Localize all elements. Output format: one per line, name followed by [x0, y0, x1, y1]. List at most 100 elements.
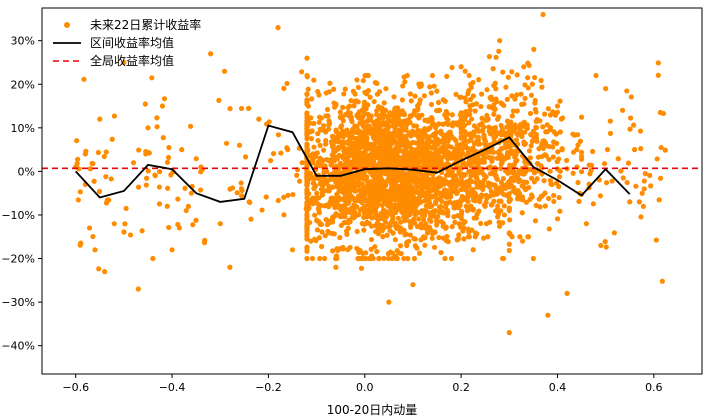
scatter-point	[458, 64, 464, 70]
scatter-point	[294, 172, 300, 178]
scatter-point	[369, 170, 375, 176]
scatter-point	[380, 160, 386, 166]
scatter-point	[364, 220, 370, 226]
scatter-point	[426, 125, 432, 132]
scatter-point	[458, 129, 464, 136]
scatter-point	[491, 134, 497, 141]
scatter-point	[367, 94, 373, 100]
scatter-point	[159, 103, 166, 109]
scatter-point	[337, 178, 343, 184]
scatter-point	[152, 173, 158, 179]
y-tick-label: −30%	[1, 296, 35, 309]
scatter-point	[457, 202, 463, 208]
scatter-point	[378, 145, 384, 151]
scatter-point	[519, 194, 525, 200]
scatter-point	[517, 234, 523, 240]
scatter-point	[508, 182, 514, 188]
scatter-point	[627, 126, 633, 132]
scatter-point	[422, 224, 428, 230]
scatter-point	[121, 59, 127, 66]
scatter-point	[379, 177, 385, 183]
scatter-point	[507, 196, 514, 203]
scatter-point	[428, 90, 434, 96]
scatter-point	[308, 136, 315, 142]
scatter-point	[312, 212, 318, 218]
scatter-point	[304, 130, 310, 137]
scatter-point	[407, 169, 413, 175]
scatter-point	[345, 155, 351, 161]
scatter-point	[547, 168, 553, 174]
scatter-point	[122, 221, 128, 227]
scatter-point	[371, 119, 378, 126]
scatter-point	[363, 106, 369, 112]
scatter-point	[466, 88, 472, 94]
scatter-point	[350, 195, 356, 201]
scatter-point	[91, 178, 97, 184]
scatter-point	[434, 107, 440, 114]
scatter-point	[314, 190, 320, 196]
scatter-point	[363, 135, 369, 141]
scatter-point	[479, 91, 485, 97]
scatter-point	[367, 160, 374, 167]
scatter-point	[525, 60, 531, 66]
scatter-point	[458, 186, 464, 193]
scatter-point	[430, 231, 436, 237]
scatter-point	[424, 189, 430, 195]
scatter-point	[641, 178, 647, 184]
scatter-point	[574, 147, 580, 153]
scatter-point	[525, 234, 531, 240]
scatter-point	[382, 183, 388, 189]
scatter-point	[497, 38, 503, 44]
scatter-point	[326, 204, 332, 210]
scatter-point	[374, 200, 380, 206]
scatter-point	[281, 85, 287, 91]
scatter-point	[373, 111, 380, 118]
scatter-point	[404, 72, 410, 79]
scatter-point	[481, 124, 487, 130]
scatter-point	[331, 86, 337, 92]
scatter-point	[394, 122, 400, 128]
scatter-point	[330, 248, 336, 254]
scatter-point	[304, 125, 310, 131]
scatter-point	[341, 91, 347, 97]
scatter-point	[443, 136, 449, 143]
scatter-point	[411, 255, 418, 262]
scatter-point	[628, 94, 634, 100]
scatter-point	[642, 171, 648, 177]
scatter-point	[412, 207, 419, 213]
scatter-point	[344, 231, 350, 237]
scatter-point	[299, 69, 305, 75]
y-tick-label: 0%	[18, 165, 35, 178]
scatter-point	[429, 235, 435, 241]
scatter-point	[504, 96, 510, 102]
scatter-point	[330, 143, 336, 149]
scatter-point	[435, 214, 441, 220]
scatter-point	[381, 215, 387, 221]
scatter-point	[340, 144, 346, 151]
scatter-point	[452, 219, 458, 225]
scatter-point	[296, 178, 303, 184]
scatter-point	[389, 203, 396, 209]
scatter-point	[482, 203, 488, 209]
scatter-point	[96, 266, 102, 272]
scatter-point	[498, 122, 504, 129]
scatter-point	[267, 157, 274, 164]
scatter-point	[509, 93, 515, 99]
scatter-point	[309, 96, 315, 102]
scatter-point	[358, 119, 364, 125]
scatter-point	[460, 228, 466, 234]
scatter-point	[97, 116, 103, 122]
scatter-point	[514, 131, 520, 137]
scatter-points	[73, 11, 668, 336]
scatter-point	[589, 148, 596, 155]
scatter-point	[654, 156, 660, 162]
y-tick-label: −20%	[1, 253, 35, 266]
scatter-point	[475, 134, 481, 140]
scatter-point	[476, 208, 482, 214]
scatter-point	[502, 185, 509, 192]
scatter-point	[586, 162, 592, 168]
scatter-point	[234, 190, 240, 196]
scatter-point	[448, 255, 455, 262]
scatter-point	[385, 127, 391, 134]
scatter-point	[383, 86, 389, 92]
